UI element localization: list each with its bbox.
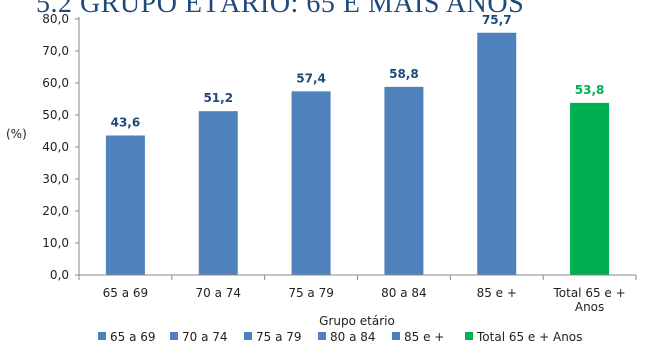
category-label: 70 a 74 — [195, 286, 241, 300]
category-label: Total 65 e + Anos — [552, 286, 625, 314]
bar-value-label: 57,4 — [296, 71, 326, 85]
bar-value-label: 51,2 — [203, 91, 233, 105]
legend-swatch — [318, 332, 326, 340]
y-tick-label: 30,0 — [42, 172, 69, 186]
legend-label: 75 a 79 — [256, 330, 302, 344]
axes — [78, 17, 637, 280]
y-tick-label: 70,0 — [42, 44, 69, 58]
bar — [105, 135, 145, 275]
legend-label: 85 e + — [404, 330, 444, 344]
value-labels: 43,6 51,2 57,4 58,8 75,7 53,8 — [111, 13, 605, 130]
legend-swatch — [244, 332, 252, 340]
y-tick-label: 20,0 — [42, 204, 69, 218]
category-label: 65 a 69 — [103, 286, 149, 300]
bars — [105, 32, 610, 276]
legend-swatch — [392, 332, 400, 340]
bar-value-label: 58,8 — [389, 67, 419, 81]
y-tick-label: 50,0 — [42, 108, 69, 122]
bar-value-label: 43,6 — [111, 115, 141, 129]
bar — [291, 91, 331, 275]
x-axis-title: Grupo etário — [319, 314, 395, 328]
chart-title: 5.2 GRUPO ETÁRIO: 65 E MAIS ANOS — [36, 0, 524, 19]
legend-label: Total 65 e + Anos — [476, 330, 582, 344]
y-axis-unit-label: (%) — [6, 127, 27, 141]
y-tick-label: 80,0 — [42, 12, 69, 26]
category-label: 75 a 79 — [288, 286, 334, 300]
bar-value-label: 53,8 — [575, 83, 605, 97]
bar — [477, 32, 517, 276]
legend-label: 70 a 74 — [182, 330, 228, 344]
y-tick-label: 40,0 — [42, 140, 69, 154]
legend-label: 65 a 69 — [110, 330, 156, 344]
category-labels: 65 a 69 70 a 74 75 a 79 80 a 84 85 e + Total … — [103, 286, 626, 314]
y-axis-ticks: 0,0 10,0 20,0 30,0 40,0 50,0 60,0 70,0 80,0 — [42, 12, 79, 282]
legend-swatch — [98, 332, 106, 340]
legend-label: 80 a 84 — [330, 330, 376, 344]
y-tick-label: 10,0 — [42, 236, 69, 250]
bar-value-label: 75,7 — [482, 13, 512, 27]
category-label: 80 a 84 — [381, 286, 427, 300]
legend-swatch — [170, 332, 178, 340]
bar — [570, 102, 610, 275]
y-tick-label: 60,0 — [42, 76, 69, 90]
y-tick-label: 0,0 — [50, 268, 69, 282]
legend: 65 a 69 70 a 74 75 a 79 80 a 84 85 e + Total … — [98, 330, 582, 344]
category-label: 85 e + — [477, 286, 517, 300]
bar — [384, 86, 424, 275]
legend-swatch — [465, 332, 473, 340]
bar — [198, 111, 238, 275]
